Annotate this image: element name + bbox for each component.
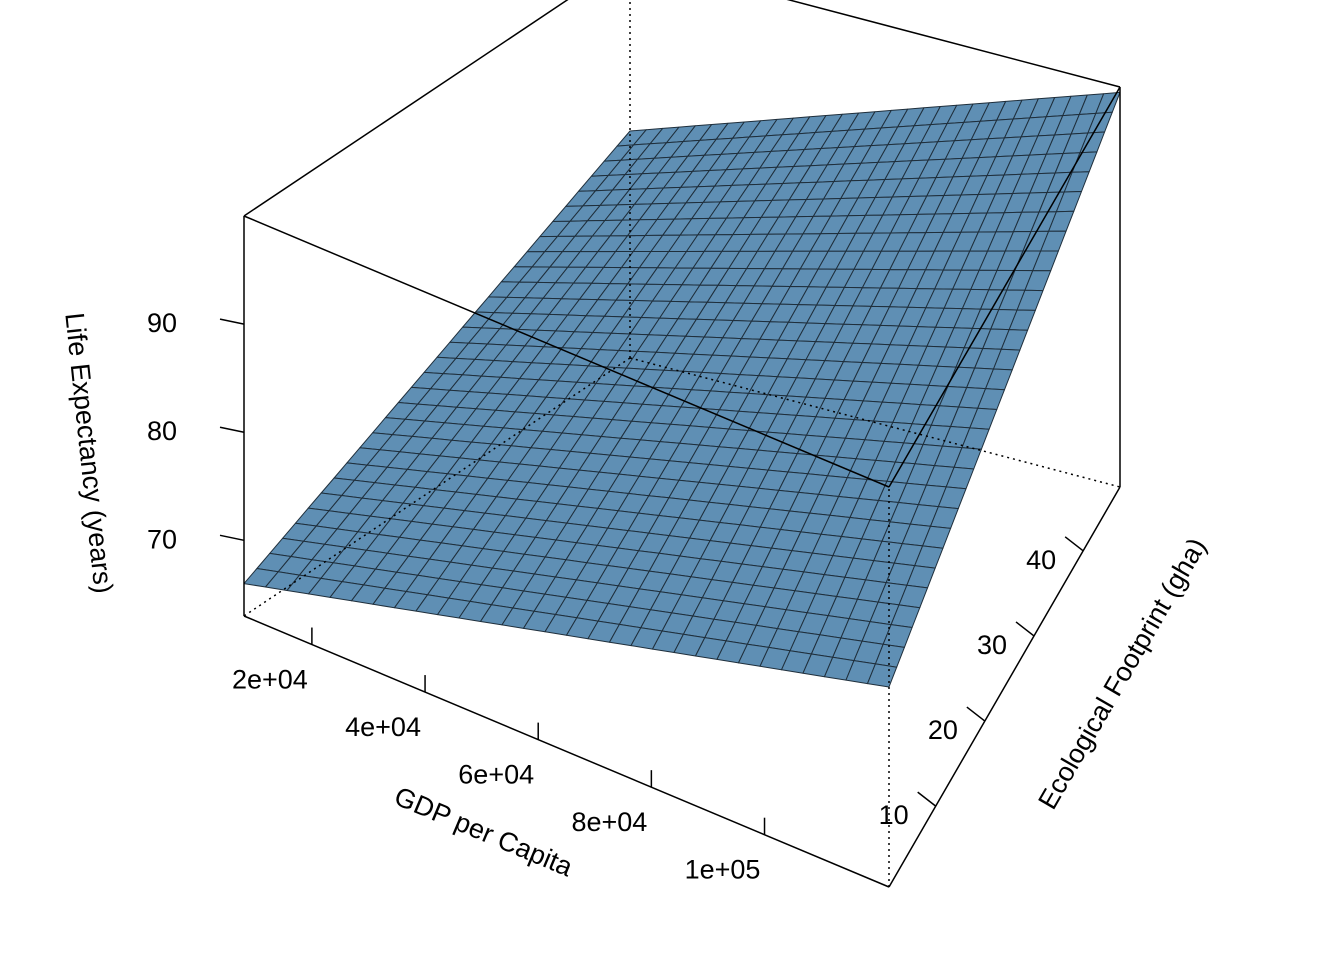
z-tick-2: [219, 426, 245, 433]
z-ticks: 70 80 90: [147, 308, 245, 554]
y-tick-label-2: 20: [928, 715, 958, 745]
x-tick-label-5: 1e+05: [685, 855, 761, 885]
x-axis-line: [243, 615, 890, 888]
y-ticks: 10 20 30 40: [879, 536, 1084, 830]
x-axis-title: GDP per Capita: [390, 781, 578, 883]
x-tick-label-1: 2e+04: [232, 665, 308, 695]
z-tick-1: [219, 534, 245, 542]
bounding-box: [243, 0, 1121, 887]
z-tick-label-3: 90: [147, 308, 177, 338]
x-tick-label-3: 6e+04: [458, 760, 534, 790]
z-tick-3: [219, 318, 245, 325]
box-edge-4: [243, 0, 569, 217]
box-edge-1: [243, 215, 890, 488]
y-tick-2: [966, 706, 986, 722]
box-edge-2: [888, 86, 1121, 488]
y-tick-label-3: 30: [977, 630, 1007, 660]
x-ticks: 2e+04 4e+04 6e+04 8e+04 1e+05: [232, 627, 766, 885]
surface-plot: [243, 91, 1121, 688]
hidden-edge-2: [629, 357, 1121, 488]
z-tick-label-1: 70: [147, 524, 177, 554]
y-tick-label-1: 10: [879, 800, 909, 830]
x-tick-label-4: 8e+04: [571, 807, 647, 837]
y-axis-line: [888, 486, 1121, 888]
x-tick-label-2: 4e+04: [345, 712, 421, 742]
y-tick-4: [1064, 536, 1084, 552]
z-tick-label-2: 80: [147, 416, 177, 446]
y-axis-title: Ecological Footprint (gha): [1032, 533, 1212, 814]
y-tick-label-4: 40: [1026, 545, 1056, 575]
box-edge-3: [786, 0, 1121, 88]
z-axis-title: Life Expectancy (years): [59, 311, 118, 595]
y-tick-1: [917, 791, 937, 807]
y-tick-3: [1015, 621, 1035, 637]
